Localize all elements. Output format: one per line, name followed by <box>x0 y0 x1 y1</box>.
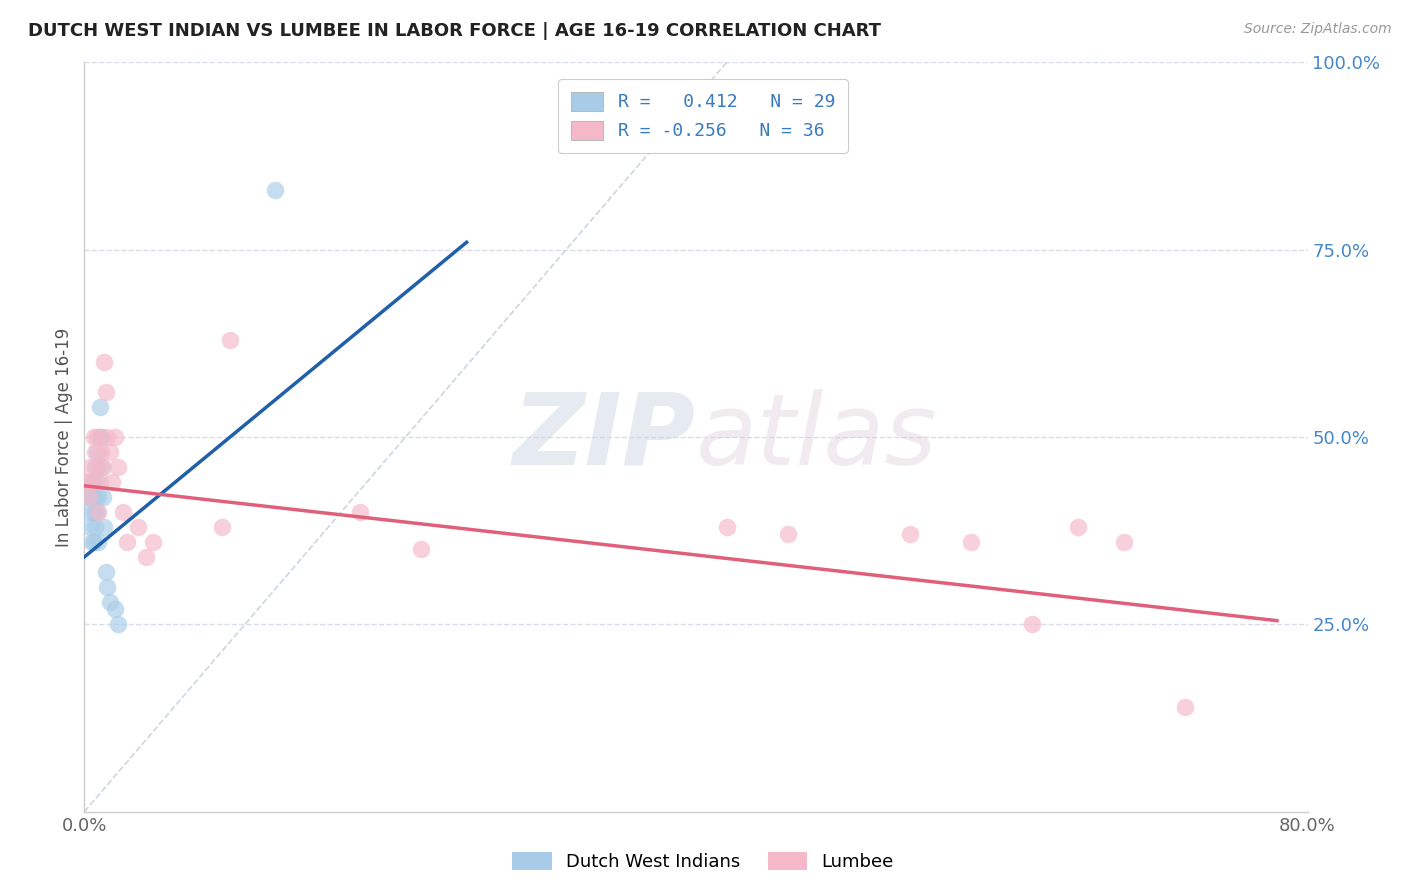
Point <box>101 475 124 489</box>
Point <box>107 460 129 475</box>
Point <box>776 527 799 541</box>
Point <box>76 475 98 489</box>
Point <box>111 505 134 519</box>
Point <box>1067 520 1090 534</box>
Point <box>90 430 112 444</box>
Point <box>89 400 111 414</box>
Point <box>87 505 110 519</box>
Point <box>94 385 117 400</box>
Point <box>1174 699 1197 714</box>
Point <box>127 520 149 534</box>
Point <box>104 602 127 616</box>
Point <box>98 595 121 609</box>
Point <box>83 430 105 444</box>
Point <box>86 430 108 444</box>
Point <box>79 460 101 475</box>
Point <box>409 542 432 557</box>
Point <box>86 445 108 459</box>
Legend: Dutch West Indians, Lumbee: Dutch West Indians, Lumbee <box>505 845 901 879</box>
Point <box>1114 535 1136 549</box>
Point <box>84 520 107 534</box>
Point <box>716 520 738 534</box>
Point <box>83 475 105 489</box>
Point <box>83 535 105 549</box>
Point <box>90 445 112 459</box>
Point <box>80 490 103 504</box>
Point <box>89 475 111 489</box>
Point <box>96 430 118 444</box>
Point <box>93 355 115 369</box>
Point <box>218 333 240 347</box>
Point <box>86 460 108 475</box>
Text: ZIP: ZIP <box>513 389 696 485</box>
Y-axis label: In Labor Force | Age 16-19: In Labor Force | Age 16-19 <box>55 327 73 547</box>
Point <box>142 535 165 549</box>
Point <box>79 520 101 534</box>
Point <box>80 535 103 549</box>
Point <box>91 490 114 504</box>
Point <box>960 535 983 549</box>
Text: DUTCH WEST INDIAN VS LUMBEE IN LABOR FORCE | AGE 16-19 CORRELATION CHART: DUTCH WEST INDIAN VS LUMBEE IN LABOR FOR… <box>28 22 882 40</box>
Point <box>86 475 108 489</box>
Point <box>80 475 103 489</box>
Point <box>107 617 129 632</box>
Point <box>135 549 157 564</box>
Point <box>86 505 108 519</box>
Point <box>84 490 107 504</box>
Point <box>264 183 287 197</box>
Point <box>89 430 111 444</box>
Point <box>77 490 100 504</box>
Point <box>76 490 98 504</box>
Point <box>91 460 114 475</box>
Point <box>84 460 107 475</box>
Point <box>1021 617 1043 632</box>
Text: atlas: atlas <box>696 389 938 485</box>
Point <box>87 535 110 549</box>
Point <box>90 460 112 475</box>
Point <box>84 445 107 459</box>
Point <box>115 535 138 549</box>
Point <box>77 475 100 489</box>
Point <box>93 520 115 534</box>
Point <box>349 505 371 519</box>
Point <box>96 580 118 594</box>
Point <box>77 505 100 519</box>
Text: Source: ZipAtlas.com: Source: ZipAtlas.com <box>1244 22 1392 37</box>
Point <box>83 505 105 519</box>
Point <box>211 520 233 534</box>
Point <box>98 445 121 459</box>
Point <box>898 527 921 541</box>
Legend: R =   0.412   N = 29, R = -0.256   N = 36: R = 0.412 N = 29, R = -0.256 N = 36 <box>558 79 848 153</box>
Point <box>87 490 110 504</box>
Point <box>104 430 127 444</box>
Point <box>94 565 117 579</box>
